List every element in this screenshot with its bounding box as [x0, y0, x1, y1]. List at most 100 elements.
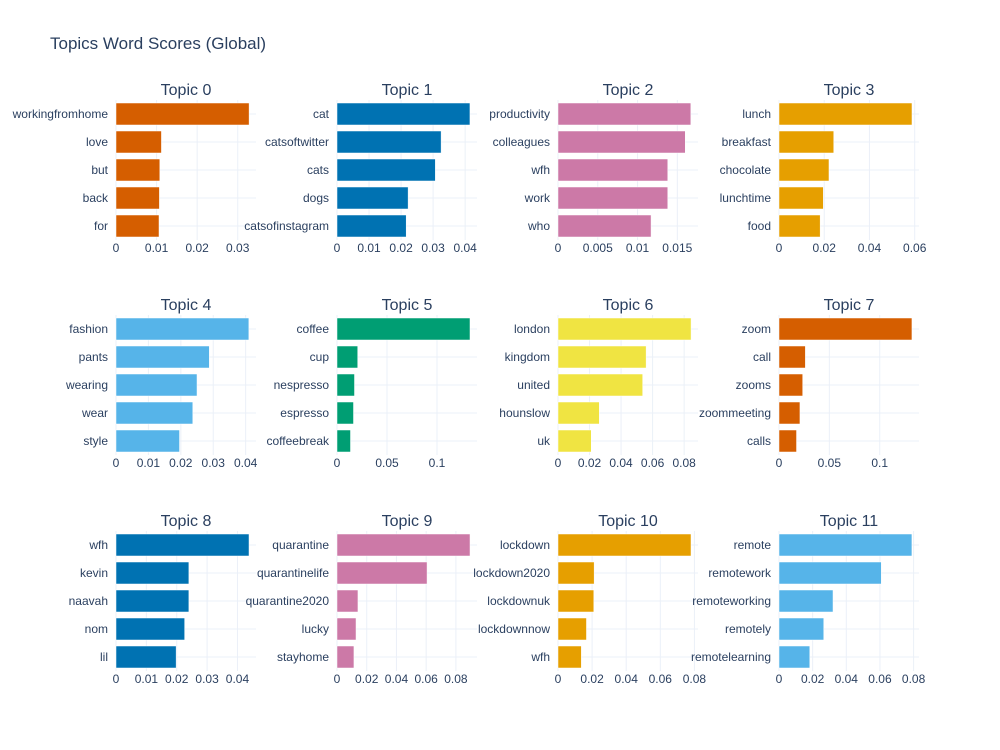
x-tick-label: 0.02: [185, 241, 209, 255]
bar: [778, 130, 834, 154]
x-tick-label: 0.02: [355, 672, 379, 686]
x-tick-label: 0.03: [226, 241, 250, 255]
x-tick-label: 0.005: [583, 241, 613, 255]
category-label: nom: [85, 622, 108, 636]
bar: [778, 533, 913, 557]
bar: [115, 617, 185, 641]
bar: [336, 158, 436, 182]
x-tick-label: 0: [113, 456, 120, 470]
x-tick-label: 0: [334, 241, 341, 255]
bar: [557, 617, 587, 641]
category-label: lockdownnow: [478, 622, 550, 636]
subplot-title: Topic 0: [161, 82, 212, 99]
bar: [557, 429, 592, 453]
x-tick-label: 0: [113, 241, 120, 255]
category-label: style: [83, 434, 108, 448]
x-tick-label: 0: [776, 241, 783, 255]
bar: [557, 158, 669, 182]
subplot-title: Topic 1: [382, 82, 433, 99]
x-tick-label: 0: [776, 456, 783, 470]
bar: [778, 102, 913, 126]
x-tick-label: 0.04: [609, 456, 633, 470]
x-tick-label: 0.08: [444, 672, 468, 686]
subplot-title: Topic 5: [382, 297, 433, 314]
category-label: cup: [310, 350, 330, 364]
category-label: zooms: [736, 378, 771, 392]
subplot-title: Topic 4: [161, 297, 212, 314]
subplot-topic-6: london kingdom united hounslow uk 0 0.02 0.04 0.…: [499, 297, 698, 470]
x-tick-label: 0: [334, 456, 341, 470]
subplot-topic-4: fashion pants wearing wear style 0 0.01 0.02 0.0…: [65, 297, 258, 470]
category-label: calls: [747, 434, 771, 448]
bar: [115, 102, 250, 126]
bar: [115, 130, 162, 154]
subplot-title: Topic 8: [161, 513, 212, 530]
bar: [557, 317, 692, 341]
bar: [557, 102, 692, 126]
category-label: pants: [79, 350, 108, 364]
bar: [115, 317, 250, 341]
category-label: lil: [100, 650, 108, 664]
category-label: coffee: [297, 322, 330, 336]
x-tick-label: 0.04: [234, 456, 258, 470]
bar: [336, 373, 355, 397]
bar: [778, 401, 801, 425]
category-label: but: [91, 163, 108, 177]
subplot-title: Topic 7: [824, 297, 875, 314]
category-label: zoommeeting: [699, 406, 771, 420]
subplot-title: Topic 3: [824, 82, 875, 99]
subplot-topic-7: zoom call zooms zoommeeting calls 0 0.05 0.1 Top…: [699, 297, 919, 470]
bar: [557, 130, 686, 154]
bar: [778, 317, 913, 341]
x-tick-label: 0.04: [453, 241, 477, 255]
category-label: remoteworking: [692, 594, 771, 608]
category-label: lockdownuk: [487, 594, 551, 608]
x-tick-label: 0.06: [903, 241, 927, 255]
x-tick-label: 0.04: [615, 672, 639, 686]
bar: [778, 214, 821, 238]
bar: [336, 617, 357, 641]
bar: [115, 373, 198, 397]
category-label: espresso: [280, 406, 329, 420]
x-tick-label: 0.01: [135, 672, 159, 686]
category-label: quarantine2020: [246, 594, 330, 608]
category-label: quarantinelife: [257, 566, 329, 580]
x-tick-label: 0.06: [649, 672, 673, 686]
category-label: london: [514, 322, 550, 336]
bar: [778, 645, 811, 669]
category-label: cat: [313, 107, 330, 121]
bar: [336, 401, 354, 425]
category-label: coffeebreak: [267, 434, 330, 448]
subplot-topic-8: wfh kevin naavah nom lil 0 0.01 0.02 0.03 0.04 Top…: [69, 513, 256, 686]
x-tick-label: 0.05: [818, 456, 842, 470]
category-label: productivity: [489, 107, 550, 121]
x-tick-label: 0.02: [580, 672, 604, 686]
bar: [115, 186, 160, 210]
bar: [557, 401, 600, 425]
bar: [336, 645, 355, 669]
bar: [778, 429, 797, 453]
bar: [557, 186, 669, 210]
category-label: nespresso: [274, 378, 330, 392]
category-label: hounslow: [499, 406, 550, 420]
category-label: united: [517, 378, 550, 392]
x-tick-label: 0.1: [871, 456, 888, 470]
x-tick-label: 0.06: [868, 672, 892, 686]
subplot-topic-3: lunch breakfast chocolate lunchtime food 0 0.0…: [720, 82, 927, 255]
category-label: breakfast: [722, 135, 772, 149]
category-label: remotelearning: [691, 650, 771, 664]
subplot-title: Topic 11: [820, 513, 879, 530]
subplot-title: Topic 2: [603, 82, 654, 99]
category-label: cats: [307, 163, 329, 177]
x-tick-label: 0.04: [385, 672, 409, 686]
bar: [336, 214, 407, 238]
x-tick-label: 0.02: [801, 672, 825, 686]
x-tick-label: 0.06: [641, 456, 665, 470]
category-label: wear: [81, 406, 108, 420]
x-tick-label: 0: [334, 672, 341, 686]
x-tick-label: 0.01: [137, 456, 161, 470]
subplot-topic-11: remote remotework remoteworking remotely rem…: [691, 513, 926, 686]
bar: [336, 561, 428, 585]
subplot-topic-9: quarantine quarantinelife quarantine2020 lu…: [246, 513, 477, 686]
category-label: colleagues: [493, 135, 550, 149]
